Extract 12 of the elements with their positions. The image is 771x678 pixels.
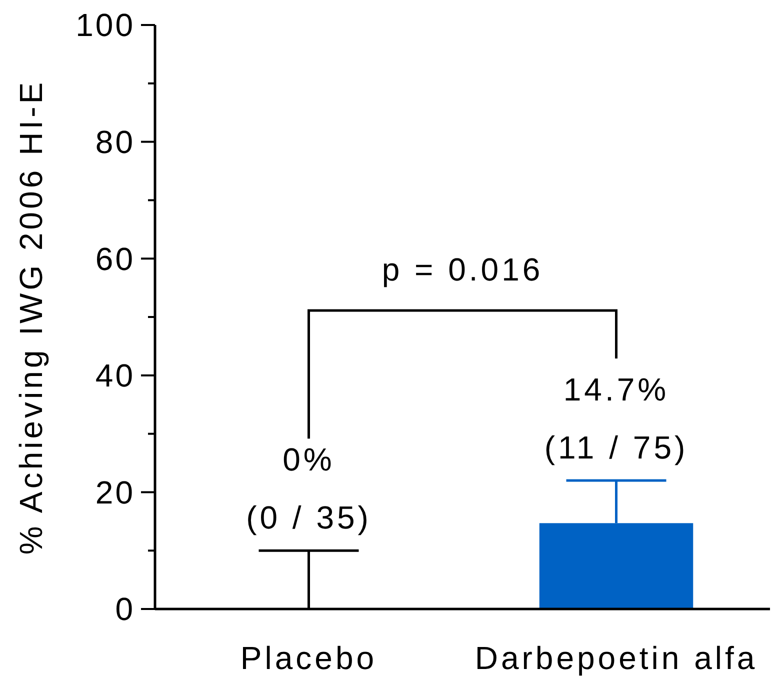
y-tick-label: 40	[95, 358, 135, 394]
y-tick-label: 60	[95, 240, 135, 277]
x-tick-label: Darbepoetin alfa	[474, 640, 758, 676]
y-tick-label: 20	[95, 474, 135, 510]
annotation: p = 0.016	[382, 252, 544, 288]
y-tick-label: 100	[76, 7, 135, 44]
data-label: 14.7% (11 / 75)	[544, 372, 688, 466]
x-tick-label: Placebo	[240, 640, 378, 676]
y-tick-label: 80	[95, 124, 135, 160]
y-axis-title: % Achieving IWG 2006 HI-E	[13, 79, 49, 555]
y-tick-label: 0	[115, 591, 135, 628]
data-label: 0% (0 / 35)	[246, 442, 372, 536]
